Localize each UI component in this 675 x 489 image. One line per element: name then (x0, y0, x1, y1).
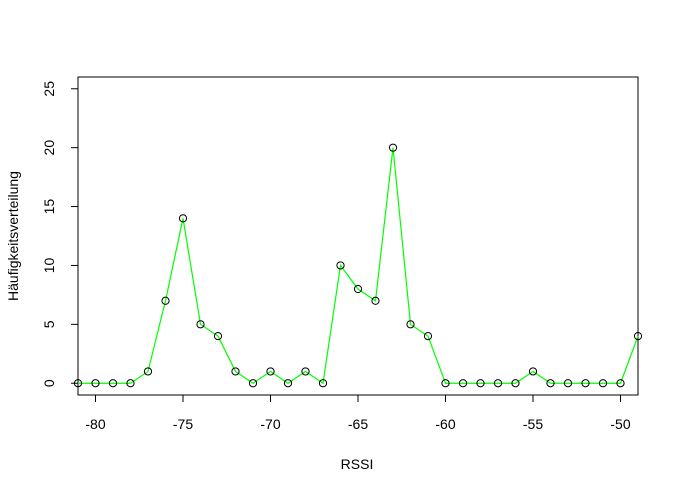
axis-labels: RSSI Häufigkeitsverteilung (5, 171, 373, 472)
data-point (108, 379, 118, 388)
data-point (423, 332, 433, 341)
data-point (196, 320, 205, 329)
x-tick-label: -55 (523, 416, 543, 432)
data-point (406, 320, 415, 329)
x-tick-label: -75 (173, 416, 193, 432)
data-point (581, 379, 590, 388)
data-point (563, 379, 573, 388)
data-point (126, 379, 135, 388)
x-tick-label: -65 (348, 416, 368, 432)
data-point (248, 379, 258, 388)
data-point (353, 284, 363, 294)
data-point (143, 367, 153, 376)
y-tick-label: 5 (41, 320, 57, 328)
data-point (511, 379, 520, 388)
plot-frame (77, 76, 639, 396)
y-tick-label: 20 (41, 140, 57, 156)
data-point (493, 379, 503, 388)
series-line-group (78, 147, 639, 385)
data-point (388, 143, 398, 152)
data-point (476, 379, 485, 388)
data-point (231, 367, 240, 376)
x-axis-label: RSSI (341, 456, 374, 472)
data-point (161, 296, 170, 305)
data-point (318, 379, 328, 388)
data-point (266, 367, 275, 376)
data-point (73, 379, 83, 388)
data-point (213, 332, 223, 341)
data-point (301, 367, 310, 376)
data-point (546, 379, 555, 388)
y-axis-label: Häufigkeitsverteilung (5, 171, 21, 301)
series-line (78, 147, 639, 385)
data-point (633, 332, 643, 341)
y-tick-label: 10 (41, 257, 57, 273)
series-points-group (73, 143, 643, 388)
x-tick-label: -70 (260, 416, 280, 432)
axes: -80 -75 -70 -65 -60 -55 -50 0 5 10 15 20 25 (41, 76, 639, 432)
data-point (598, 379, 608, 388)
data-point (458, 379, 468, 388)
x-tick-label: -80 (85, 416, 105, 432)
data-point (283, 379, 293, 388)
data-point (91, 379, 100, 388)
data-point (441, 379, 450, 388)
data-point (616, 379, 625, 388)
y-tick-label: 25 (41, 81, 57, 97)
x-tick-label: -50 (610, 416, 630, 432)
data-point (371, 296, 380, 305)
data-point (336, 261, 345, 270)
y-tick-label: 15 (41, 199, 57, 215)
data-point (528, 367, 538, 376)
x-tick-label: -60 (435, 416, 455, 432)
y-tick-label: 0 (41, 379, 57, 387)
data-point (178, 214, 188, 223)
